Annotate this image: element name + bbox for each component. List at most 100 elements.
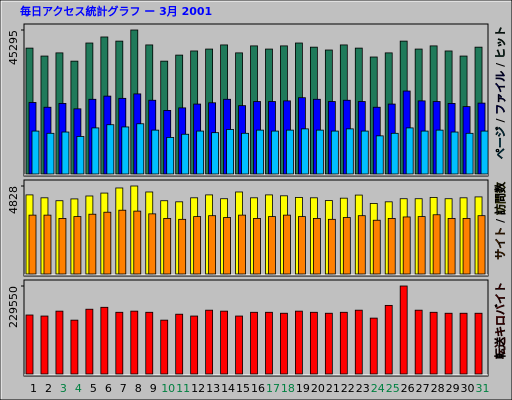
legend: ページ / ファイル / ヒット [494,26,507,159]
legend-separator: / [494,115,507,127]
bar [301,128,309,175]
bar [118,209,127,275]
bar [148,213,157,275]
bar [402,216,411,275]
x-tick-label: 9 [150,382,157,395]
bar [372,219,381,275]
bar [390,132,399,175]
bar [166,137,175,175]
bar [369,317,378,375]
bar [315,129,324,175]
bar [420,130,429,175]
legend-entry: 訪問数 [493,181,507,215]
x-tick-label: 26 [401,382,415,395]
bar [330,130,339,175]
bar [181,133,190,175]
bar [238,214,246,275]
bar [31,130,40,175]
bar [136,123,145,175]
x-tick-label: 22 [341,382,355,395]
bar [429,311,438,375]
bar [384,304,393,375]
x-tick-label: 17 [266,382,280,395]
bar [405,127,414,175]
bar [223,217,231,275]
x-tick-label: 30 [461,382,475,395]
bar [295,310,303,375]
bar [133,210,142,275]
bar [91,127,100,175]
bar [235,315,243,375]
bar [196,130,205,175]
bar [271,130,279,175]
bar [462,218,471,275]
bar [151,129,160,175]
bar [465,132,474,175]
bar [312,218,321,275]
x-tick-label: 21 [326,382,340,395]
bar [115,311,124,375]
bar [432,214,441,275]
x-tick-label: 13 [206,382,220,395]
x-tick-label: 27 [416,382,430,395]
bar [76,136,85,175]
bar [130,310,139,375]
x-tick-label: 3 [60,382,67,395]
legend-entry: ヒット [494,26,507,59]
y-tick-label: 229550 [7,286,20,328]
bar [480,130,489,175]
bar [145,311,154,375]
legend: 転送キロバイト [493,282,507,359]
bar [211,132,220,175]
bar [163,218,172,275]
legend-separator: / [494,215,507,227]
x-tick-label: 7 [120,382,127,395]
bar [265,311,273,375]
bar [160,319,169,375]
bar [327,218,336,275]
x-tick-label: 18 [281,382,295,395]
bar [345,128,354,175]
bar [324,312,333,375]
legend-entry: 転送キロバイト [493,282,507,359]
chart-title: 毎日アクセス統計グラフ ー 3月 2001 [20,4,212,18]
x-tick-label: 31 [476,382,490,395]
x-tick-label: 14 [221,382,235,395]
legend-entry: ページ [494,126,507,159]
x-tick-label: 19 [296,382,310,395]
bar [339,311,348,375]
bar [459,312,468,375]
x-tick-label: 2 [45,382,52,395]
bar [399,285,408,375]
bar [286,129,294,175]
bar [43,214,52,275]
y-tick-label: 4828 [7,186,20,214]
bar [414,309,423,375]
bar [193,216,202,275]
x-tick-label: 28 [431,382,445,395]
bar [342,217,351,275]
bar [309,311,318,375]
bar [220,310,228,375]
bar [298,216,306,275]
bar [88,213,97,275]
bar [357,215,366,275]
bar [283,214,291,275]
bar [241,132,249,175]
x-tick-label: 16 [251,382,265,395]
bar [477,215,486,275]
bar [55,310,64,375]
bar [100,306,109,375]
bar [85,308,94,375]
bar [268,216,276,275]
bar [40,315,49,375]
bar [354,309,363,375]
x-tick-label: 8 [135,382,142,395]
bar [208,215,217,275]
bar [175,313,184,375]
bar [280,312,288,375]
x-tick-label: 12 [191,382,205,395]
x-tick-label: 24 [371,382,385,395]
bar [375,135,384,175]
